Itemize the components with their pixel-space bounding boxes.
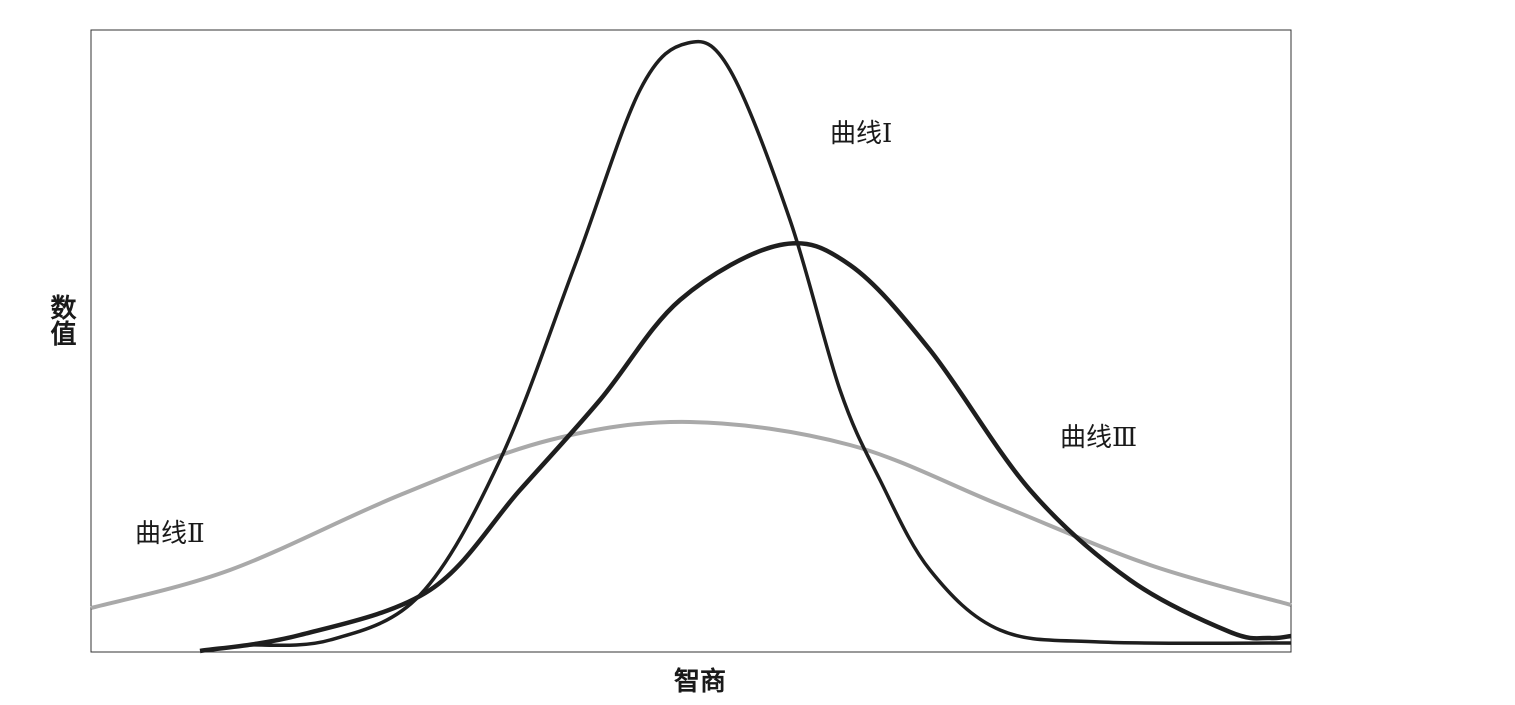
curve-2 bbox=[90, 419, 1292, 610]
y-axis-label: 数值 bbox=[46, 294, 76, 346]
curve-1 bbox=[249, 39, 1292, 648]
plot-frame bbox=[90, 29, 1292, 653]
curve-label: 曲线Ⅰ bbox=[830, 119, 892, 149]
x-axis-label: 智商 bbox=[674, 666, 726, 697]
curve-label: 曲线Ⅱ bbox=[135, 519, 205, 549]
curve-3 bbox=[199, 240, 1292, 654]
curve-label: 曲线Ⅲ bbox=[1060, 423, 1137, 453]
